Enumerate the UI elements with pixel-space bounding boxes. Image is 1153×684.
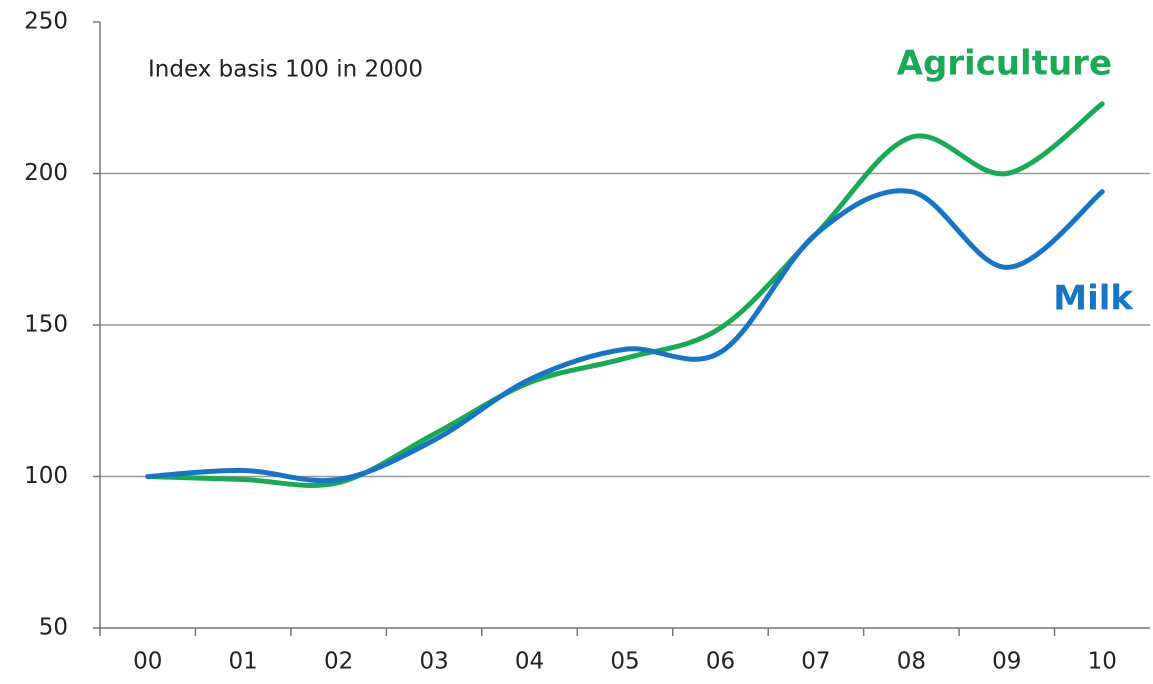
x-tick-label: 08 — [897, 649, 926, 675]
y-tick-label: 150 — [24, 312, 68, 338]
x-tick-label: 00 — [133, 649, 162, 675]
series-line — [145, 101, 1105, 488]
x-tick-label: 03 — [419, 649, 448, 675]
series-line — [145, 188, 1105, 484]
y-tick-label: 50 — [39, 615, 68, 641]
x-tick-label: 01 — [229, 649, 258, 675]
x-tick-label: 09 — [992, 649, 1021, 675]
annotation: Index basis 100 in 2000 — [148, 57, 423, 83]
x-tick-label: 05 — [610, 649, 639, 675]
series-label: Milk — [1053, 279, 1134, 319]
series-label: Agriculture — [897, 44, 1112, 84]
x-tick-label: 10 — [1088, 649, 1117, 675]
y-tick-label: 200 — [24, 160, 68, 186]
y-tick-label: 100 — [24, 463, 68, 489]
x-tick-label: 06 — [706, 649, 735, 675]
x-tick-label: 04 — [515, 649, 544, 675]
x-tick-label: 02 — [324, 649, 353, 675]
x-tick-label: 07 — [801, 649, 830, 675]
y-tick-label: 250 — [24, 9, 68, 35]
